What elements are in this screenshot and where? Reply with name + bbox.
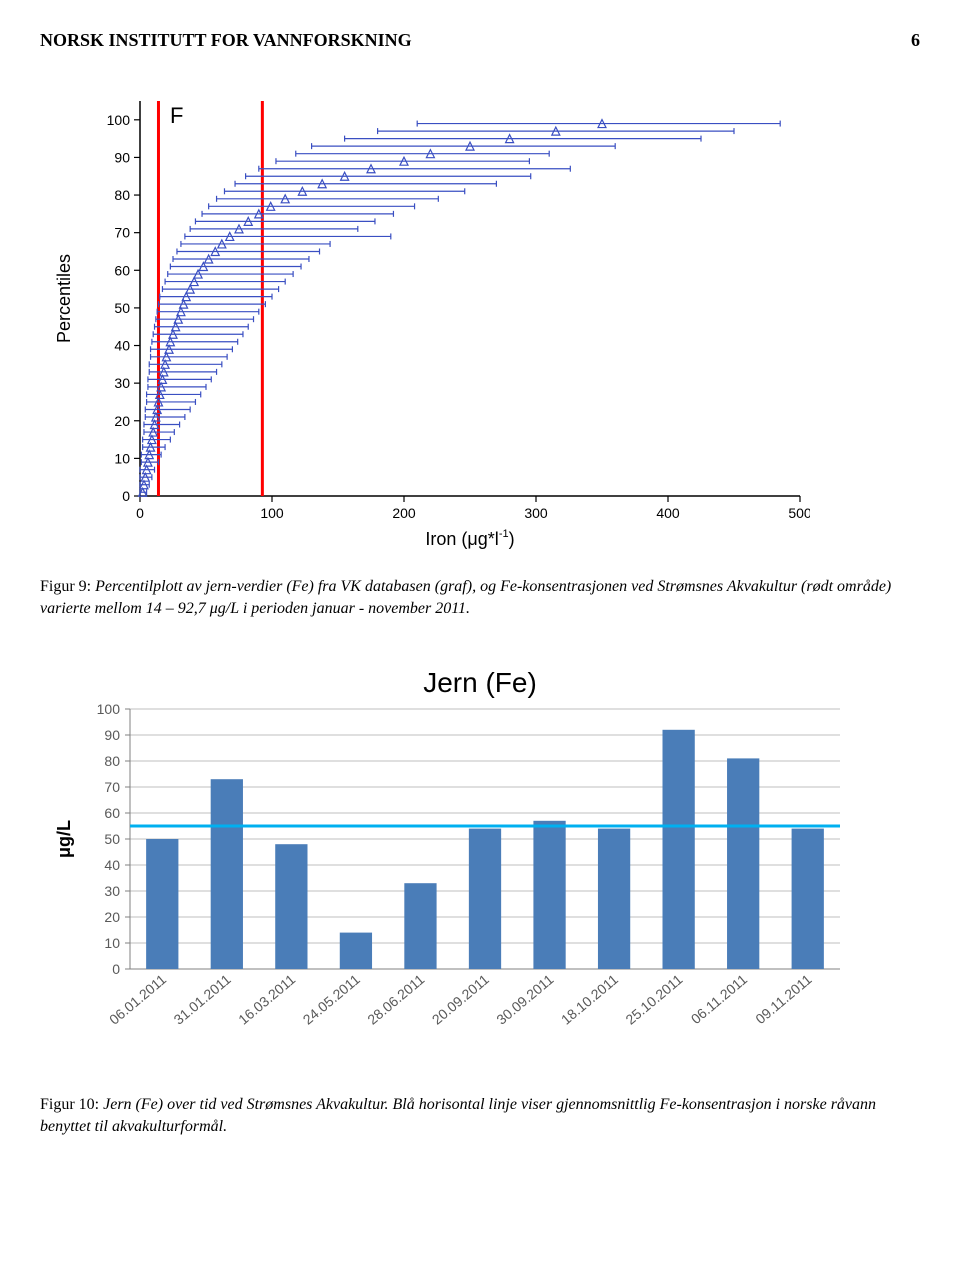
svg-text:20: 20 <box>104 909 120 925</box>
svg-text:Iron (μg*l-1): Iron (μg*l-1) <box>425 528 514 549</box>
bar-chart: 0 10 20 30 40 50 60 70 80 90 100 μg/L 06.01.201131.0… <box>40 699 920 1074</box>
svg-text:60: 60 <box>104 805 120 821</box>
header-title: NORSK INSTITUTT FOR VANNFORSKNING <box>40 30 412 51</box>
svg-text:90: 90 <box>114 149 130 165</box>
svg-text:0: 0 <box>136 505 144 521</box>
svg-text:100: 100 <box>107 112 131 128</box>
figure9-prefix: Figur 9: <box>40 578 91 595</box>
svg-text:Percentiles: Percentiles <box>54 254 74 343</box>
svg-text:31.01.2011: 31.01.2011 <box>171 971 234 1028</box>
svg-text:300: 300 <box>524 505 548 521</box>
svg-text:F: F <box>170 103 183 128</box>
svg-text:400: 400 <box>656 505 680 521</box>
figure10-caption: Figur 10: Jern (Fe) over tid ved Strømsn… <box>40 1094 920 1139</box>
svg-text:40: 40 <box>114 338 130 354</box>
page-number: 6 <box>911 30 920 51</box>
figure10-text: Jern (Fe) over tid ved Strømsnes Akvakul… <box>40 1096 876 1135</box>
svg-text:20.09.2011: 20.09.2011 <box>429 971 492 1028</box>
svg-text:500: 500 <box>788 505 810 521</box>
svg-text:50: 50 <box>114 300 130 316</box>
bar-chart-title: Jern (Fe) <box>423 667 537 698</box>
svg-text:70: 70 <box>104 779 120 795</box>
svg-text:16.03.2011: 16.03.2011 <box>235 971 298 1028</box>
svg-text:30: 30 <box>114 375 130 391</box>
svg-text:25.10.2011: 25.10.2011 <box>622 971 685 1028</box>
svg-text:70: 70 <box>114 225 130 241</box>
svg-text:09.11.2011: 09.11.2011 <box>752 971 815 1027</box>
svg-text:0: 0 <box>112 961 120 977</box>
svg-text:06.11.2011: 06.11.2011 <box>688 971 751 1027</box>
svg-text:80: 80 <box>104 753 120 769</box>
svg-text:90: 90 <box>104 727 120 743</box>
svg-text:24.05.2011: 24.05.2011 <box>300 971 363 1028</box>
svg-text:30.09.2011: 30.09.2011 <box>493 971 556 1028</box>
svg-text:30: 30 <box>104 883 120 899</box>
svg-text:μg/L: μg/L <box>54 820 74 858</box>
svg-text:50: 50 <box>104 831 120 847</box>
svg-text:80: 80 <box>114 187 130 203</box>
percentile-chart-svg: 0 10 20 30 40 50 60 70 80 90 100 0 100 200 300 400 500 Ir… <box>40 91 810 551</box>
figure9-caption: Figur 9: Percentilplott av jern-verdier … <box>40 576 920 621</box>
svg-text:100: 100 <box>260 505 284 521</box>
svg-text:0: 0 <box>122 488 130 504</box>
svg-text:18.10.2011: 18.10.2011 <box>558 971 621 1028</box>
svg-text:40: 40 <box>104 857 120 873</box>
bar-chart-svg: 0 10 20 30 40 50 60 70 80 90 100 μg/L 06.01.201131.0… <box>40 699 860 1069</box>
figure10-prefix: Figur 10: <box>40 1096 99 1113</box>
bar-chart-title-wrap: Jern (Fe) <box>40 667 920 699</box>
svg-text:06.01.2011: 06.01.2011 <box>106 971 169 1028</box>
percentile-chart: 0 10 20 30 40 50 60 70 80 90 100 0 100 200 300 400 500 Ir… <box>40 91 920 556</box>
svg-text:20: 20 <box>114 413 130 429</box>
page-header: NORSK INSTITUTT FOR VANNFORSKNING 6 <box>40 30 920 51</box>
svg-text:100: 100 <box>97 701 121 717</box>
figure9-text: Percentilplott av jern-verdier (Fe) fra … <box>40 578 891 617</box>
svg-text:10: 10 <box>104 935 120 951</box>
svg-text:200: 200 <box>392 505 416 521</box>
svg-text:60: 60 <box>114 262 130 278</box>
svg-text:28.06.2011: 28.06.2011 <box>364 971 427 1028</box>
svg-text:10: 10 <box>114 450 130 466</box>
